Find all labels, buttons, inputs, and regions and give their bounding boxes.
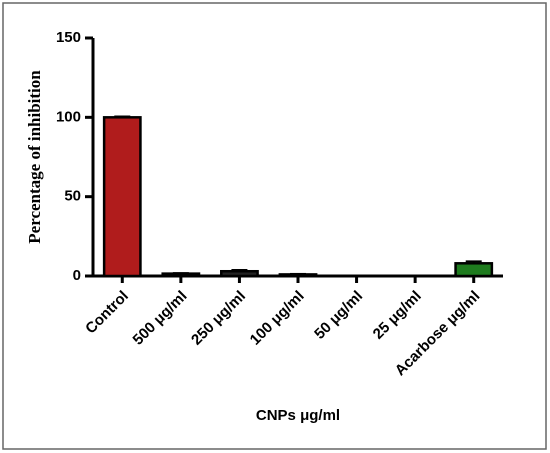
y-axis-label: Percentage of inhibition [25, 70, 44, 244]
frame [2, 2, 547, 450]
bar [102, 116, 142, 278]
bar [220, 269, 259, 278]
bar [454, 262, 494, 278]
y-tick-label: 0 [73, 267, 81, 284]
y-tick-label: 50 [64, 188, 81, 205]
x-axis-label: CNPs μg/ml [256, 407, 340, 424]
y-tick-label: 150 [56, 29, 81, 46]
y-tick-label: 100 [56, 108, 81, 125]
